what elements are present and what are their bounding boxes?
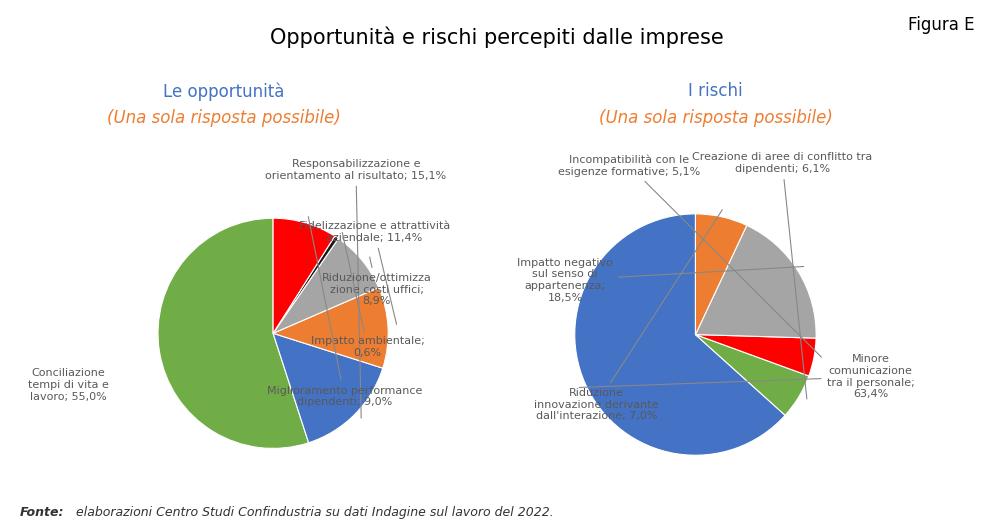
Wedge shape	[696, 214, 746, 334]
Text: Creazione di aree di conflitto tra
dipendenti; 6,1%: Creazione di aree di conflitto tra dipen…	[692, 153, 873, 399]
Text: Fidelizzazione e attrattività
aziendale; 11,4%: Fidelizzazione e attrattività aziendale;…	[299, 221, 450, 324]
Text: Impatto negativo
sul senso di
appartenenza;
18,5%: Impatto negativo sul senso di appartenen…	[517, 258, 804, 303]
Wedge shape	[575, 214, 785, 455]
Text: Fonte:: Fonte:	[20, 506, 65, 519]
Text: Incompatibilità con le
esigenze formative; 5,1%: Incompatibilità con le esigenze formativ…	[558, 155, 821, 357]
Text: Riduzione
innovazione derivante
dall'interazione; 7,0%: Riduzione innovazione derivante dall'int…	[534, 210, 723, 421]
Text: Riduzione/ottimizza
zione costi uffici;
8,9%: Riduzione/ottimizza zione costi uffici; …	[322, 257, 431, 306]
Wedge shape	[273, 333, 383, 443]
Text: I rischi: I rischi	[689, 82, 743, 100]
Wedge shape	[273, 218, 335, 333]
Text: Responsabilizzazione e
orientamento al risultato; 15,1%: Responsabilizzazione e orientamento al r…	[265, 159, 446, 418]
Text: Miglioramento performance
dipendenti; 9,0%: Miglioramento performance dipendenti; 9,…	[266, 217, 422, 408]
Wedge shape	[273, 236, 338, 333]
Text: (Una sola risposta possibile): (Una sola risposta possibile)	[598, 109, 833, 127]
Text: Le opportunità: Le opportunità	[163, 82, 284, 101]
Text: Impatto ambientale;
0,6%: Impatto ambientale; 0,6%	[310, 232, 424, 358]
Text: Minore
comunicazione
tra il personale;
63,4%: Minore comunicazione tra il personale; 6…	[580, 355, 914, 399]
Text: (Una sola risposta possibile): (Una sola risposta possibile)	[106, 109, 341, 127]
Wedge shape	[158, 218, 309, 448]
Wedge shape	[273, 288, 389, 368]
Text: Conciliazione
tempi di vita e
lavoro; 55,0%: Conciliazione tempi di vita e lavoro; 55…	[28, 368, 108, 402]
Text: Opportunità e rischi percepiti dalle imprese: Opportunità e rischi percepiti dalle imp…	[270, 26, 724, 48]
Wedge shape	[696, 334, 816, 376]
Wedge shape	[273, 238, 379, 333]
Wedge shape	[696, 225, 816, 338]
Text: elaborazioni Centro Studi Confindustria su dati Indagine sul lavoro del 2022.: elaborazioni Centro Studi Confindustria …	[72, 506, 554, 519]
Wedge shape	[696, 334, 809, 416]
Text: Figura E: Figura E	[908, 16, 974, 34]
